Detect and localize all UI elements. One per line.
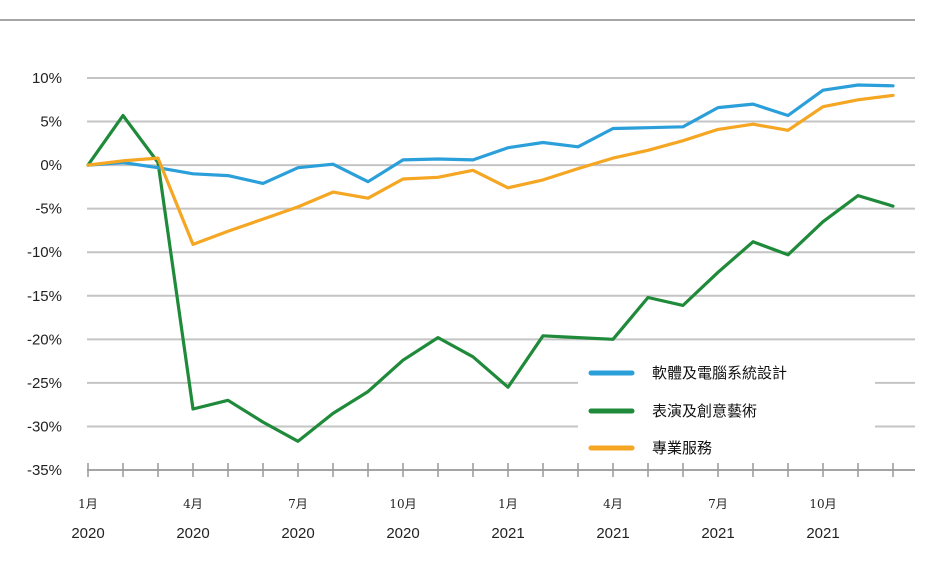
y-tick-label: -25% xyxy=(27,375,62,392)
x-axis: 1月 2020 4月 2020 7月 2020 10月 2020 1月 2021 4月 2021 7月 2… xyxy=(71,463,915,542)
series-line-0 xyxy=(88,85,893,183)
x-tick-label-year: 2020 xyxy=(71,525,104,542)
x-tick-label-year: 2021 xyxy=(491,525,524,542)
y-tick-label: -30% xyxy=(27,418,62,435)
x-tick-label-year: 2020 xyxy=(176,525,209,542)
y-tick-label: 10% xyxy=(32,70,62,87)
x-tick-label-year: 2021 xyxy=(701,525,734,542)
y-tick-label: 5% xyxy=(40,114,62,131)
legend-label-0: 軟體及電腦系統設計 xyxy=(652,364,787,382)
legend: 軟體及電腦系統設計表演及創意藝術專業服務 xyxy=(578,355,875,463)
x-tick-label-year: 2021 xyxy=(806,525,839,542)
y-tick-label: -5% xyxy=(35,201,62,218)
legend-label-1: 表演及創意藝術 xyxy=(652,402,757,420)
x-tick-label-month: 4月 xyxy=(603,497,623,511)
y-axis: 10% 5% 0% -5% -10% -15% -20% -25% -30% -35% xyxy=(27,70,62,479)
y-tick-label: -20% xyxy=(27,331,62,348)
x-tick-label-month: 7月 xyxy=(708,497,728,511)
y-tick-label: 0% xyxy=(40,157,62,174)
x-tick-label-year: 2020 xyxy=(281,525,314,542)
legend-label-2: 專業服務 xyxy=(652,439,712,457)
x-tick-label-month: 10月 xyxy=(809,497,836,511)
x-tick-label-month: 7月 xyxy=(288,497,308,511)
x-tick-label-year: 2020 xyxy=(386,525,419,542)
x-tick-label-year: 2021 xyxy=(596,525,629,542)
y-tick-label: -35% xyxy=(27,462,62,479)
x-tick-label-month: 1月 xyxy=(78,497,98,511)
x-tick-label-month: 1月 xyxy=(498,497,518,511)
x-tick-label-month: 10月 xyxy=(389,497,416,511)
y-tick-label: -10% xyxy=(27,244,62,261)
x-tick-label-month: 4月 xyxy=(183,497,203,511)
y-tick-label: -15% xyxy=(27,288,62,305)
series-line-2 xyxy=(88,95,893,244)
